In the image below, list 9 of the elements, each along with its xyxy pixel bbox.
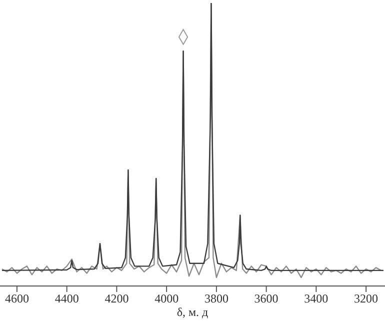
x-tick-label: 4400: [54, 292, 79, 306]
x-tick-label: 4600: [4, 292, 29, 306]
x-tick-label: 4000: [154, 292, 179, 306]
x-tick-label: 3800: [204, 292, 228, 306]
x-tick-label: 3200: [354, 292, 378, 306]
x-axis-title: δ, м. д: [176, 305, 208, 319]
x-tick-label: 4200: [104, 292, 129, 306]
x-tick-label: 3400: [304, 292, 328, 306]
x-tick-label: 3600: [254, 292, 278, 306]
